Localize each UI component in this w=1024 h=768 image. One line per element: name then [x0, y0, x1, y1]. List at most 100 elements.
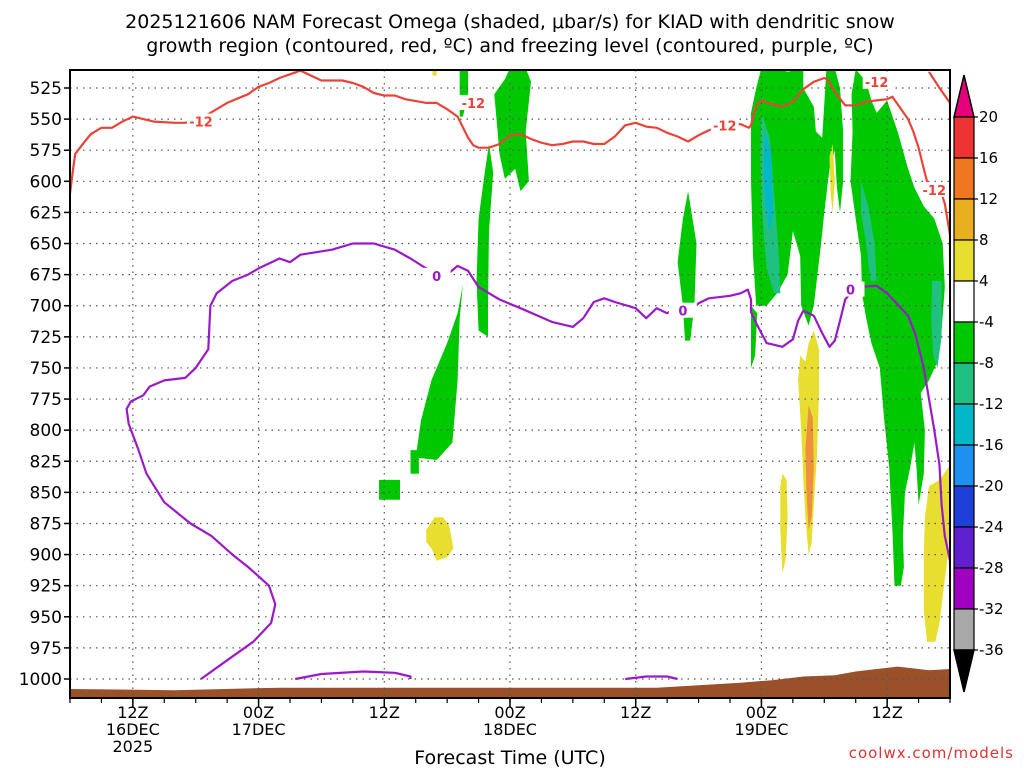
colorbar-label-0: 20	[979, 108, 998, 126]
colorbar-box-8	[953, 444, 975, 487]
freezing-level-surface2-line	[625, 675, 678, 681]
y-tick-label-950: 950	[30, 608, 62, 628]
colorbar-label-5: -4	[979, 313, 994, 331]
colorbar-box-11	[953, 567, 975, 610]
x-tick-label-6-1: 12Z	[117, 703, 148, 722]
omega-shading	[379, 70, 950, 642]
dgz-top-line	[928, 71, 950, 113]
colorbar-label-10: -24	[979, 518, 1004, 536]
colorbar-label-3: 8	[979, 231, 989, 249]
x-tick-label-30-1: 12Z	[369, 703, 400, 722]
colorbar: 20 16 12 8 4 -4 -8 -12 -16 -20 -24 -28 -32 -36	[953, 74, 1004, 693]
dgz-label-4-bg	[862, 73, 891, 89]
x-tick-label-66-2: 19DEC	[734, 720, 788, 739]
freezing-label-2-bg	[668, 302, 697, 318]
colorbar-label-8: -16	[979, 436, 1004, 454]
y-tick-label-625: 625	[30, 203, 62, 223]
omega-region-19	[432, 70, 437, 76]
y-tick-label-1000: 1000	[19, 670, 62, 690]
freezing-label-1-bg	[422, 267, 451, 283]
y-tick-label-825: 825	[30, 452, 62, 472]
y-tick-label-650: 650	[30, 235, 62, 255]
x-tick-label-42-2: 18DEC	[483, 720, 537, 739]
colorbar-top-arrow	[953, 74, 975, 118]
dgz-label-5-bg	[920, 182, 949, 198]
y-tick-label-975: 975	[30, 639, 62, 659]
colorbar-label-6: -8	[979, 354, 994, 372]
dgz-label-1-bg	[186, 113, 215, 129]
colorbar-label-1: 16	[979, 149, 998, 167]
x-tick-label-6-3: 2025	[112, 737, 153, 756]
dgz-label-4: -12	[865, 76, 889, 91]
omega-region-20	[923, 465, 950, 642]
omega-region-13	[931, 280, 942, 368]
y-tick-label-900: 900	[30, 546, 62, 566]
freezing-label-3: 0	[846, 284, 855, 299]
y-tick-label-725: 725	[30, 328, 62, 348]
contour-lines	[70, 70, 950, 681]
x-axis-title: Forecast Time (UTC)	[414, 747, 605, 768]
colorbar-label-2: 12	[979, 190, 998, 208]
colorbar-box-10	[953, 526, 975, 569]
omega-region-0	[415, 284, 463, 460]
omega-region-16	[780, 473, 788, 574]
y-tick-label-850: 850	[30, 483, 62, 503]
colorbar-bottom-arrow	[953, 649, 975, 693]
y-tick-label-575: 575	[30, 141, 62, 161]
y-tick-label-875: 875	[30, 514, 62, 534]
omega-region-14	[763, 131, 773, 232]
omega-region-4	[476, 144, 494, 337]
y-tick-label-525: 525	[30, 79, 62, 99]
omega-region-1	[410, 450, 419, 474]
omega-region-9	[850, 70, 945, 586]
x-tick-label-42-1: 00Z	[494, 703, 525, 722]
colorbar-label-7: -12	[979, 395, 1004, 413]
y-axis: 525 550 575 600 625 650 675 700 725 750 775 800 825 8…	[19, 79, 70, 690]
y-tick-label-600: 600	[30, 172, 62, 192]
y-tick-label-775: 775	[30, 390, 62, 410]
contour-labels: -12 -12 -12 -12 -12 0 0 0	[186, 73, 949, 320]
y-tick-label-550: 550	[30, 110, 62, 130]
y-tick-label-675: 675	[30, 266, 62, 286]
colorbar-label-9: -20	[979, 477, 1004, 495]
credit-label[interactable]: coolwx.com/models	[849, 744, 1014, 762]
x-tick-label-18-1: 00Z	[243, 703, 274, 722]
omega-region-12	[861, 181, 877, 281]
x-tick-label-78-1: 12Z	[871, 703, 902, 722]
freezing-level-surface-line	[294, 670, 412, 681]
dgz-label-2: -12	[462, 97, 486, 112]
freezing-label-1: 0	[432, 270, 441, 285]
colorbar-label-11: -28	[979, 559, 1004, 577]
grid-lines	[70, 70, 950, 698]
freezing-level-line	[125, 242, 950, 680]
colorbar-box-2	[953, 198, 975, 241]
y-tick-label-925: 925	[30, 577, 62, 597]
x-tick-label-66-1: 00Z	[746, 703, 777, 722]
dgz-line	[70, 70, 950, 256]
y-tick-label-700: 700	[30, 297, 62, 317]
omega-region-2	[379, 479, 400, 500]
omega-region-17	[829, 144, 835, 213]
dgz-label-3: -12	[713, 119, 737, 134]
terrain-fill	[70, 666, 950, 698]
omega-region-21	[805, 405, 814, 530]
y-tick-label-800: 800	[30, 421, 62, 441]
colorbar-box-3	[953, 239, 975, 282]
x-tick-label-54-1: 12Z	[620, 703, 651, 722]
colorbar-label-13: -36	[979, 641, 1004, 659]
dgz-label-3-bg	[710, 117, 739, 133]
dgz-label-1: -12	[189, 116, 213, 131]
colorbar-label-4: 4	[979, 272, 989, 290]
colorbar-box-9	[953, 485, 975, 528]
colorbar-box-1	[953, 157, 975, 200]
omega-region-10	[911, 392, 925, 505]
colorbar-box-12	[953, 608, 975, 651]
freezing-label-3-bg	[836, 281, 865, 297]
dgz-label-2-bg	[459, 94, 488, 110]
colorbar-box-0	[953, 116, 975, 159]
colorbar-box-5	[953, 321, 975, 364]
y-tick-label-750: 750	[30, 359, 62, 379]
colorbar-label-12: -32	[979, 600, 1004, 618]
